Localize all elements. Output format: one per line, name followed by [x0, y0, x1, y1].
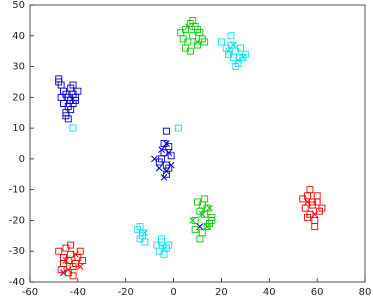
- x-tick-label: 60: [311, 287, 324, 298]
- point: [67, 106, 75, 114]
- point: [72, 250, 79, 258]
- point: [304, 198, 311, 206]
- x-tick-label: -60: [22, 287, 38, 298]
- point: [208, 216, 216, 224]
- point: [167, 161, 175, 169]
- point: [306, 186, 314, 194]
- x-tick-label: -20: [118, 287, 134, 298]
- y-tick-label: 50: [12, 0, 25, 11]
- point: [311, 223, 319, 231]
- point: [230, 41, 237, 49]
- x-tick-label: 20: [215, 287, 228, 298]
- point: [57, 93, 65, 101]
- y-tick-label: -40: [9, 277, 25, 288]
- point: [311, 210, 319, 218]
- point: [69, 81, 77, 89]
- y-tick-label: 40: [12, 31, 25, 42]
- point: [165, 149, 173, 157]
- point: [163, 167, 170, 175]
- point: [64, 115, 72, 123]
- point: [76, 263, 84, 270]
- point: [165, 164, 173, 172]
- point: [234, 57, 242, 64]
- plot-frame: [29, 4, 366, 283]
- point: [69, 272, 77, 280]
- point: [189, 16, 197, 24]
- x-tick-label: 80: [359, 287, 372, 298]
- point: [67, 241, 75, 249]
- point: [198, 210, 206, 218]
- y-tick-label: 0: [19, 154, 25, 165]
- point: [72, 96, 79, 104]
- point: [318, 204, 326, 212]
- point: [55, 247, 63, 255]
- point: [304, 213, 312, 221]
- point: [191, 226, 199, 234]
- point: [201, 38, 209, 46]
- x-tick-label: -40: [70, 287, 86, 298]
- point: [182, 26, 189, 34]
- point: [141, 229, 149, 237]
- point: [198, 201, 206, 209]
- point: [194, 38, 201, 46]
- y-tick-label: -10: [9, 185, 25, 196]
- point: [64, 266, 72, 274]
- point: [155, 164, 163, 172]
- point: [158, 146, 165, 154]
- point: [151, 155, 158, 163]
- point: [241, 50, 249, 58]
- point: [76, 247, 84, 255]
- point: [62, 257, 70, 264]
- point: [206, 204, 213, 212]
- point: [79, 257, 87, 264]
- point: [67, 250, 75, 258]
- point: [55, 75, 63, 83]
- point: [155, 158, 163, 166]
- point: [227, 32, 235, 40]
- point: [158, 235, 166, 243]
- point: [163, 140, 170, 147]
- y-tick-label: -30: [9, 246, 25, 257]
- point: [74, 87, 82, 95]
- y-tick-label: 10: [12, 123, 25, 134]
- point: [160, 174, 168, 181]
- point: [165, 241, 173, 249]
- point: [239, 53, 247, 61]
- point: [162, 127, 170, 135]
- point: [189, 217, 197, 224]
- point: [174, 124, 182, 132]
- point: [60, 260, 67, 267]
- y-tick-label: -20: [9, 215, 25, 226]
- point: [203, 223, 211, 230]
- point: [217, 38, 225, 46]
- point: [160, 244, 168, 252]
- point: [313, 192, 321, 200]
- point: [196, 235, 204, 243]
- point: [237, 44, 245, 52]
- point: [194, 26, 201, 34]
- point: [167, 152, 175, 160]
- point: [232, 63, 240, 71]
- x-tick-label: 0: [170, 287, 176, 298]
- y-tick-label: 30: [12, 62, 25, 73]
- point: [136, 223, 144, 231]
- y-tick-label: 20: [12, 92, 25, 103]
- point: [184, 23, 192, 30]
- point: [69, 124, 77, 132]
- point: [301, 204, 309, 212]
- point: [189, 32, 197, 40]
- x-tick-label: 40: [263, 287, 276, 298]
- point: [186, 47, 194, 55]
- point: [308, 198, 316, 206]
- point: [139, 232, 146, 240]
- point: [225, 47, 232, 55]
